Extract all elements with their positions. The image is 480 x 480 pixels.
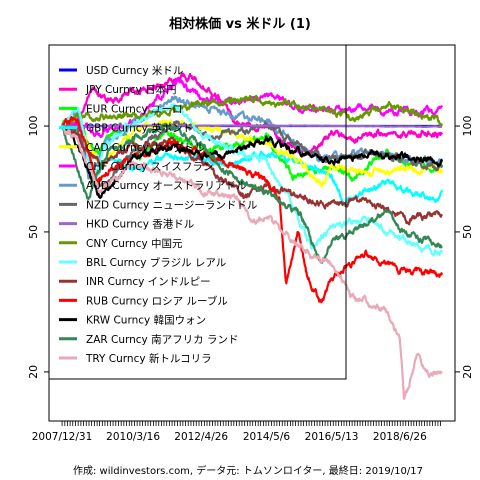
legend-label: JPY Curncy 日本円 [85,83,177,96]
series-line [61,122,443,264]
legend-label: TRY Curncy 新トルコリラ [85,352,212,365]
y-tick-label-right: 100 [461,116,474,137]
legend-label: USD Curncy 米ドル [86,64,183,77]
x-tick-label: 2014/5/6 [243,431,290,443]
series-line [60,103,444,257]
legend-box [48,44,347,380]
plot-lines [60,72,444,400]
series-line [61,116,444,304]
legend-label: INR Curncy インドルピー [86,276,211,288]
x-tick-label: 2010/3/16 [106,431,160,443]
legend-label: CAD Curncy カナダドル [86,141,205,154]
legend: USD Curncy 米ドル JPY Curncy 日本円 EUR Curncy ユ… [48,44,347,380]
x-tick-label: 2018/6/26 [373,431,427,443]
axes: 20 20 50 50 100 100 2007/12/31 2010/3/16 2012/4/… [27,44,474,443]
y-tick-label-left: 20 [27,365,40,379]
legend-label: KRW Curncy 韓国ウォン [86,315,206,327]
legend-label: BRL Curncy ブラジル レアル [86,256,226,269]
series-line [61,94,444,128]
chart-caption: 作成: wildinvestors.com, データ元: トムソンロイター, 最… [73,464,423,477]
series-line [60,125,443,226]
legend-label: NZD Curncy ニュージーランドドル [86,199,257,211]
y-tick-label-left: 100 [27,116,40,137]
legend-label: HKD Curncy 香港ドル [86,219,194,231]
y-tick-label-right: 50 [461,225,474,239]
legend-label: GBP Curncy 英ポンド [86,122,193,135]
legend-label: CNY Curncy 中国元 [86,237,183,250]
legend-label: ZAR Curncy 南アフリカ ランド [86,333,238,346]
y-tick-label-left: 50 [27,225,40,239]
y-tick-label-right: 20 [461,365,474,379]
legend-label: CHF Curncy スイスフラン [86,161,213,173]
series-line [60,119,444,188]
legend-label: RUB Curncy ロシア ルーブル [86,294,228,307]
legend-label: AUD Curncy オーストラリアドル [86,180,246,192]
legend-label: EUR Curncy ユーロ [86,103,183,115]
x-tick-label: 2007/12/31 [32,431,93,443]
chart-title: 相対株価 vs 米ドル (1) [169,16,311,32]
x-tick-label: 2016/5/13 [305,431,359,443]
x-tick-label: 2012/4/26 [174,431,228,443]
series-line [60,125,443,400]
series-line [60,72,444,156]
